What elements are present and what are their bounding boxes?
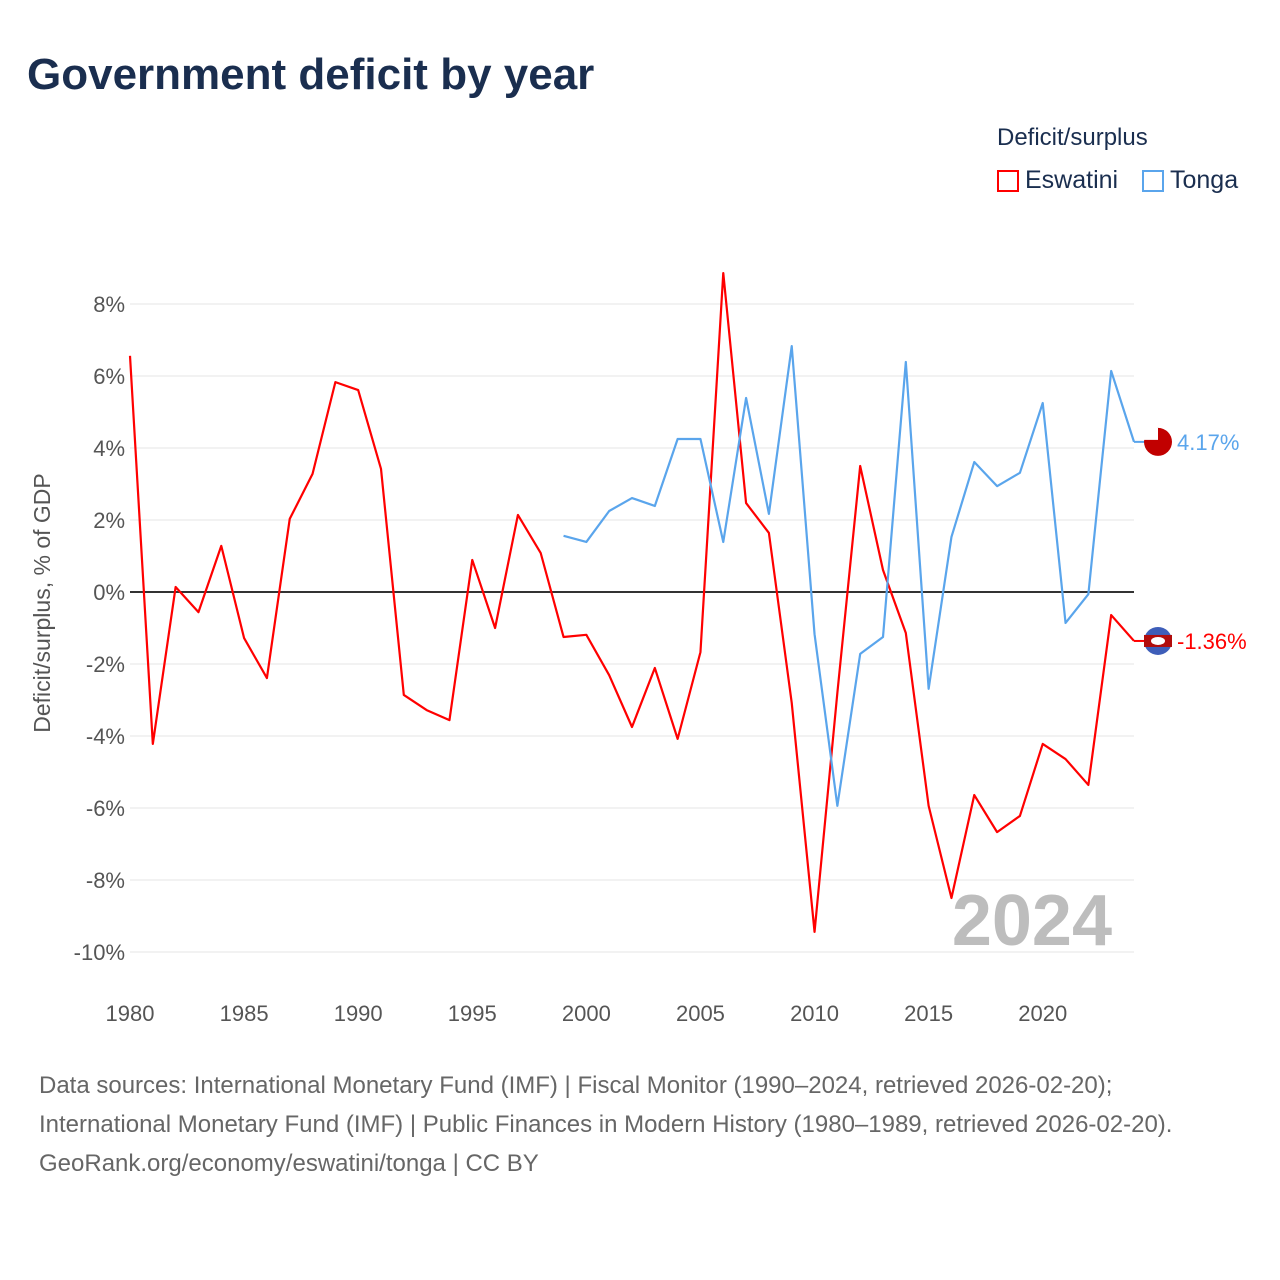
year-watermark: 2024 bbox=[952, 881, 1112, 961]
footer: Data sources: International Monetary Fun… bbox=[39, 1066, 1239, 1183]
x-tick-label: 2000 bbox=[562, 1001, 611, 1026]
legend-item-tonga[interactable]: Tonga bbox=[1142, 166, 1238, 195]
legend-label: Tonga bbox=[1170, 166, 1239, 194]
y-tick-label: -10% bbox=[74, 940, 125, 965]
legend-swatch bbox=[997, 169, 1019, 192]
x-tick-label: 1990 bbox=[334, 1001, 383, 1026]
y-tick-label: -2% bbox=[86, 652, 125, 677]
x-tick-label: 1985 bbox=[220, 1001, 269, 1026]
page-title: Government deficit by year bbox=[27, 50, 595, 99]
series-line-tonga bbox=[563, 345, 1136, 807]
x-tick-label: 2020 bbox=[1018, 1001, 1067, 1026]
y-tick-label: 0% bbox=[93, 580, 125, 605]
legend-label: Eswatini bbox=[1025, 166, 1119, 194]
y-tick-label: 6% bbox=[93, 364, 125, 389]
attribution-link[interactable]: GeoRank.org/economy/eswatini/tonga | CC … bbox=[39, 1150, 539, 1177]
y-tick-label: -6% bbox=[86, 796, 125, 821]
line-chart: 8% 6% 4% 2% 0% -2% -4% -6% -8% -10% 1980 1985 1990 19… bbox=[29, 271, 1247, 1026]
x-tick-label: 2005 bbox=[676, 1001, 725, 1026]
data-sources: Data sources: International Monetary Fun… bbox=[39, 1072, 1173, 1138]
y-tick-label: -8% bbox=[86, 868, 125, 893]
series-line-eswatini bbox=[128, 271, 1135, 933]
series-end-label: -1.36% bbox=[1177, 629, 1247, 654]
legend-swatch bbox=[1142, 169, 1164, 192]
flag-icon-canton bbox=[1144, 427, 1158, 440]
y-tick-label: 8% bbox=[93, 292, 125, 317]
y-tick-label: -4% bbox=[86, 724, 125, 749]
x-tick-label: 1980 bbox=[106, 1001, 155, 1026]
x-tick-label: 2015 bbox=[904, 1001, 953, 1026]
legend-title: Deficit/surplus bbox=[997, 124, 1148, 151]
y-axis-label: Deficit/surplus, % of GDP bbox=[29, 473, 55, 732]
series-end-label: 4.17% bbox=[1177, 430, 1239, 455]
y-tick-label: 4% bbox=[93, 436, 125, 461]
x-tick-label: 1995 bbox=[448, 1001, 497, 1026]
legend-item-eswatini[interactable]: Eswatini bbox=[997, 166, 1118, 195]
x-tick-label: 2010 bbox=[790, 1001, 839, 1026]
y-tick-label: 2% bbox=[93, 508, 125, 533]
flag-icon-shield bbox=[1151, 636, 1165, 645]
